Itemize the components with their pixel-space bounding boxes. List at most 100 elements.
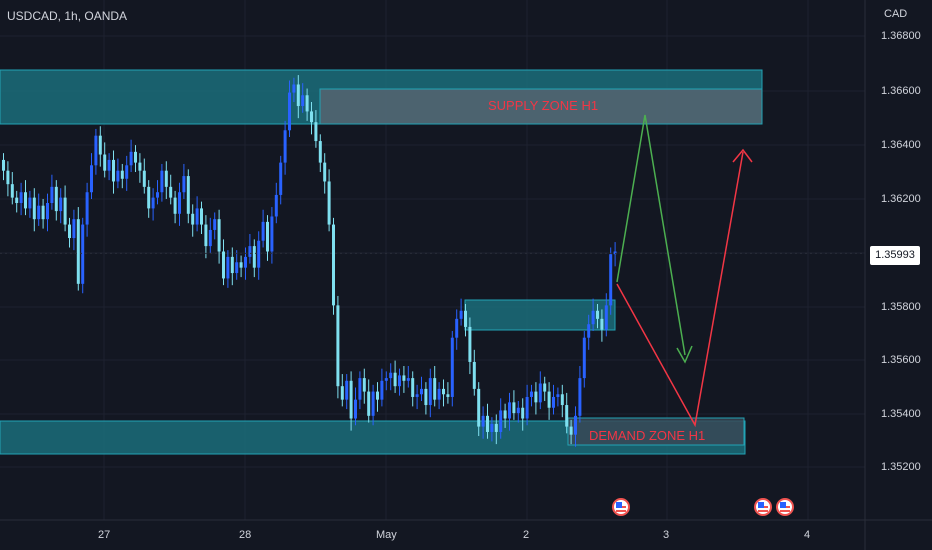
candle-body[interactable] bbox=[591, 310, 595, 325]
candle-body[interactable] bbox=[32, 197, 36, 220]
candle-body[interactable] bbox=[450, 337, 454, 397]
candle-body[interactable] bbox=[288, 92, 291, 131]
candle-body[interactable] bbox=[613, 251, 617, 255]
candle-body[interactable] bbox=[600, 318, 604, 330]
supply-zone-h1[interactable] bbox=[319, 88, 763, 125]
candle-body[interactable] bbox=[345, 380, 349, 400]
candle-body[interactable] bbox=[279, 162, 283, 195]
candle-body[interactable] bbox=[406, 378, 410, 381]
candle-body[interactable] bbox=[116, 170, 120, 182]
candle-body[interactable] bbox=[270, 216, 274, 252]
candle-body[interactable] bbox=[2, 159, 5, 171]
candle-body[interactable] bbox=[120, 170, 124, 179]
demand-zone-h1[interactable] bbox=[567, 417, 745, 446]
candle-body[interactable] bbox=[569, 426, 573, 435]
candle-body[interactable] bbox=[486, 415, 489, 432]
us-flag-icon[interactable] bbox=[776, 498, 794, 516]
candle-body[interactable] bbox=[508, 402, 511, 419]
candle-body[interactable] bbox=[354, 399, 357, 419]
candle-body[interactable] bbox=[560, 394, 564, 406]
candle-body[interactable] bbox=[362, 378, 366, 392]
candle-body[interactable] bbox=[415, 394, 419, 397]
candle-body[interactable] bbox=[68, 224, 71, 239]
candle-body[interactable] bbox=[534, 391, 538, 403]
candle-body[interactable] bbox=[37, 205, 41, 220]
candle-body[interactable] bbox=[248, 246, 252, 257]
candle-body[interactable] bbox=[59, 197, 63, 212]
candle-body[interactable] bbox=[41, 205, 45, 220]
candle-body[interactable] bbox=[222, 251, 225, 279]
candle-body[interactable] bbox=[292, 84, 296, 93]
candle-body[interactable] bbox=[274, 194, 278, 217]
candle-body[interactable] bbox=[6, 170, 10, 185]
candle-body[interactable] bbox=[230, 256, 234, 274]
candle-body[interactable] bbox=[235, 262, 239, 274]
candle-body[interactable] bbox=[490, 423, 494, 432]
candle-body[interactable] bbox=[204, 224, 208, 247]
candle-body[interactable] bbox=[367, 391, 371, 416]
candle-body[interactable] bbox=[15, 197, 19, 204]
candle-body[interactable] bbox=[305, 95, 309, 112]
candle-body[interactable] bbox=[314, 122, 318, 142]
candle-body[interactable] bbox=[516, 407, 520, 414]
candle-body[interactable] bbox=[318, 141, 322, 163]
candle-body[interactable] bbox=[371, 391, 375, 416]
candle-body[interactable] bbox=[332, 224, 335, 306]
candle-body[interactable] bbox=[521, 407, 525, 419]
candle-body[interactable] bbox=[547, 391, 551, 408]
candle-body[interactable] bbox=[182, 176, 186, 193]
candle-body[interactable] bbox=[28, 197, 32, 209]
candle-body[interactable] bbox=[266, 221, 269, 252]
candle-body[interactable] bbox=[494, 423, 498, 432]
candle-body[interactable] bbox=[424, 388, 428, 406]
candle-body[interactable] bbox=[437, 388, 441, 400]
candle-body[interactable] bbox=[525, 396, 529, 419]
candle-body[interactable] bbox=[574, 415, 577, 435]
candle-body[interactable] bbox=[398, 375, 401, 387]
candle-body[interactable] bbox=[125, 165, 129, 179]
candle-body[interactable] bbox=[244, 256, 247, 268]
candle-body[interactable] bbox=[578, 378, 582, 416]
bullish-projection-path[interactable] bbox=[616, 114, 686, 356]
candle-body[interactable] bbox=[129, 151, 133, 166]
candle-body[interactable] bbox=[340, 386, 344, 400]
candle-body[interactable] bbox=[323, 162, 327, 182]
candle-body[interactable] bbox=[85, 192, 89, 225]
candle-body[interactable] bbox=[587, 324, 591, 338]
candle-body[interactable] bbox=[481, 415, 485, 427]
candle-body[interactable] bbox=[310, 111, 313, 123]
candle-body[interactable] bbox=[349, 380, 353, 419]
candle-body[interactable] bbox=[134, 151, 137, 163]
candle-body[interactable] bbox=[98, 135, 102, 155]
candle-body[interactable] bbox=[24, 192, 27, 209]
candle-body[interactable] bbox=[90, 165, 93, 193]
us-flag-icon[interactable] bbox=[612, 498, 630, 516]
candle-body[interactable] bbox=[503, 410, 507, 419]
candle-body[interactable] bbox=[301, 95, 305, 107]
candle-body[interactable] bbox=[442, 388, 445, 395]
candle-body[interactable] bbox=[552, 396, 555, 408]
candle-body[interactable] bbox=[257, 240, 261, 268]
candle-body[interactable] bbox=[393, 372, 397, 387]
candle-body[interactable] bbox=[107, 159, 111, 171]
candle-body[interactable] bbox=[195, 208, 199, 225]
candle-body[interactable] bbox=[54, 186, 58, 212]
candle-body[interactable] bbox=[283, 130, 287, 163]
candle-body[interactable] bbox=[358, 378, 362, 400]
candle-body[interactable] bbox=[538, 383, 542, 403]
candle-body[interactable] bbox=[76, 219, 80, 284]
candle-body[interactable] bbox=[565, 405, 569, 427]
candle-body[interactable] bbox=[46, 203, 49, 220]
symbol-title[interactable]: USDCAD, 1h, OANDA bbox=[7, 9, 128, 23]
bearish-projection-path[interactable] bbox=[616, 151, 744, 428]
candle-body[interactable] bbox=[217, 219, 221, 252]
candle-body[interactable] bbox=[472, 361, 476, 389]
candle-body[interactable] bbox=[239, 262, 243, 268]
candle-body[interactable] bbox=[604, 305, 608, 330]
candle-body[interactable] bbox=[376, 391, 379, 400]
candle-body[interactable] bbox=[609, 254, 613, 306]
candle-body[interactable] bbox=[226, 256, 230, 279]
candle-body[interactable] bbox=[160, 170, 164, 193]
candle-body[interactable] bbox=[112, 159, 115, 182]
